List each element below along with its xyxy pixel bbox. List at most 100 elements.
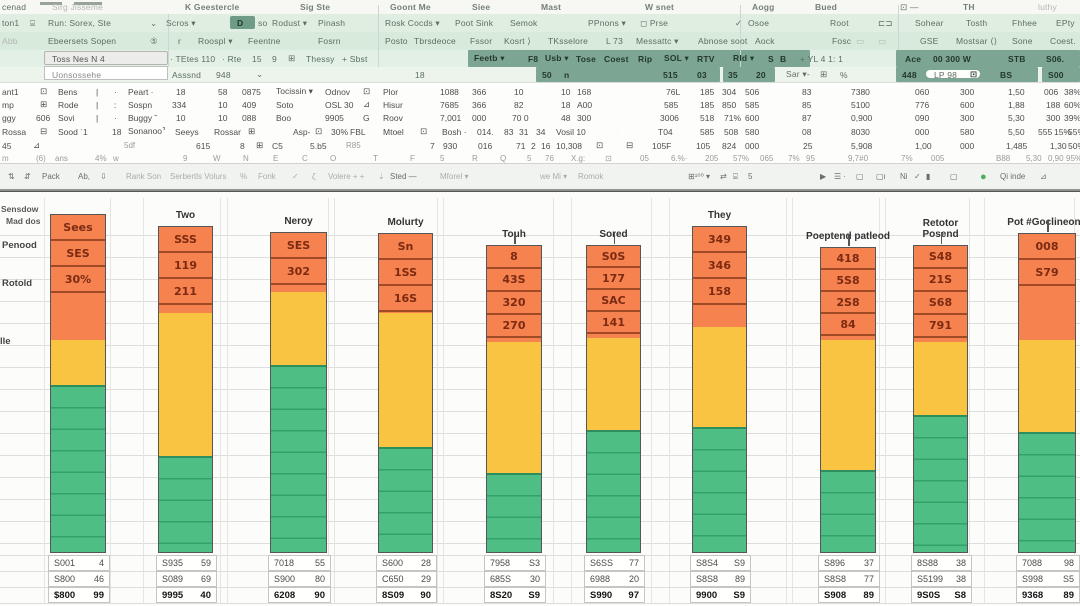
ribbon-item[interactable]: ⊏⊐ [878,17,893,28]
sheet-cell[interactable]: ⊟ [626,140,634,150]
ribbon-item[interactable]: Bued [815,2,838,12]
sheet-cell[interactable]: 6.%· [671,154,688,163]
toolbar-item[interactable]: Qi inde [1000,172,1026,181]
ribbon-item[interactable]: Sirg Jisseme [52,2,104,12]
sheet-cell[interactable]: 5,908 [851,140,873,151]
sheet-cell[interactable]: 57% [733,154,750,163]
bar-footer-cell[interactable]: S908 89 [818,587,880,603]
sheet-cell[interactable]: 1088 [440,86,459,97]
ribbon-item[interactable]: Semok [510,18,538,28]
stacked-bar-9[interactable]: S48 21S S68 791 [913,245,968,553]
sheet-cell[interactable]: 334 [172,99,187,110]
sheet-cell[interactable]: 000 [745,140,760,151]
bar-footer-cell[interactable]: 7958 S3 [484,555,546,571]
sheet-cell[interactable]: 580 [960,126,975,137]
sheet-cell[interactable]: A00 [577,99,593,110]
ribbon-item[interactable]: D [237,18,244,28]
sheet-cell[interactable]: 000 [915,126,930,137]
ribbon-item[interactable]: Toss Nes N 4 [52,53,105,64]
sheet-cell[interactable]: 15% [1054,126,1072,137]
ribbon-item[interactable]: 50 [542,69,552,80]
bar-footer-cell[interactable]: S998 S5 [1016,571,1080,587]
sheet-cell[interactable]: Rossa [2,126,27,137]
ribbon-item[interactable]: Ebeersets Sopen [48,36,117,46]
sheet-cell[interactable]: 16 [541,140,551,151]
ribbon-item[interactable]: 948 [216,69,231,80]
sheet-cell[interactable]: 3006 [660,112,679,123]
sheet-cell[interactable]: ans [55,154,68,163]
toolbar-item[interactable]: 5 [748,172,753,181]
sheet-cell[interactable]: ⊡ [605,154,612,163]
sheet-cell[interactable]: 600 [745,112,760,123]
sheet-cell[interactable]: W [213,154,221,163]
toolbar-item[interactable]: Serbertls Volurs [170,172,227,181]
sheet-cell[interactable]: · [114,112,117,123]
bar-footer-cell[interactable]: S5199 38 [911,571,972,587]
sheet-cell[interactable]: 508 [724,126,739,137]
sheet-cell[interactable]: 006 [1044,86,1059,97]
ribbon-item[interactable]: Feetb ▾ [474,53,505,63]
ribbon-item[interactable]: Mast [541,2,562,12]
sheet-cell[interactable]: Buggy ˘ [128,112,158,123]
sheet-cell[interactable]: ⊟ [40,126,48,136]
name-box[interactable] [44,51,168,65]
toolbar-item[interactable]: Pack [42,172,60,181]
sheet-cell[interactable]: ⊞ [256,140,264,150]
sheet-cell[interactable]: 300 [1046,112,1061,123]
toolbar-item[interactable]: ζ [312,172,316,181]
sheet-cell[interactable]: 5,50 [1008,126,1025,137]
sheet-cell[interactable]: 76L [666,86,681,97]
ribbon-item[interactable]: Rodust ▾ [272,17,308,28]
sheet-cell[interactable]: 8 [240,140,245,151]
bar-footer-cell[interactable]: S6SS 77 [584,555,645,571]
sheet-cell[interactable]: 5 [440,154,445,163]
toolbar-item[interactable]: ⇣ [378,172,385,181]
ribbon-item[interactable]: 18 [415,69,425,80]
sheet-cell[interactable]: 5,30 [1008,112,1025,123]
sheet-cell[interactable]: | [96,112,99,123]
ribbon-item[interactable]: Aogg [752,2,775,12]
bar-footer-cell[interactable]: 9995 40 [156,587,217,603]
sheet-cell[interactable]: 585 [700,126,715,137]
sheet-cell[interactable]: 776 [915,99,930,110]
sheet-cell[interactable]: T04 [658,126,673,137]
ribbon-item[interactable]: 515 [663,69,678,80]
ribbon-item[interactable]: ⑤ [150,35,158,46]
sheet-cell[interactable]: 005 [931,154,945,163]
bar-footer-cell[interactable]: 8S20 S9 [484,587,546,603]
toolbar-item[interactable]: Fonk [258,172,276,181]
sheet-cell[interactable]: 83 [504,126,514,137]
sheet-cell[interactable]: ant1 [2,86,19,97]
sheet-cell[interactable]: Sood ˙1 [58,126,88,137]
toolbar-item[interactable]: Volere + + [328,172,365,181]
sheet-cell[interactable]: 10,308 [556,140,582,151]
sheet-cell[interactable]: | [96,99,99,110]
ribbon-item[interactable]: Coest [604,53,629,64]
toolbar-item[interactable]: Sted — [390,172,417,181]
sheet-cell[interactable]: Sospn [128,99,153,110]
bar-footer-cell[interactable]: S089 69 [156,571,217,587]
ribbon-item[interactable]: r [178,36,182,46]
sheet-cell[interactable]: 8030 [851,126,870,137]
sheet-cell[interactable]: 850 [722,99,737,110]
ribbon-item[interactable]: Fhhee [1012,18,1038,28]
sheet-cell[interactable]: 585 [664,99,679,110]
sheet-cell[interactable]: Peart · [128,86,154,97]
sheet-cell[interactable]: ⊡ [420,126,428,136]
sheet-cell[interactable]: 30% [331,126,349,137]
ribbon-item[interactable]: Sar ▾- [786,69,810,79]
ribbon-item[interactable]: Rip [638,53,653,64]
selected-button[interactable] [230,16,255,29]
sheet-cell[interactable]: 615 [196,140,211,151]
sheet-cell[interactable]: 10 [176,112,186,123]
ribbon-item[interactable]: 03 [697,69,707,80]
sheet-cell[interactable]: 10 [561,86,571,97]
sheet-cell[interactable]: Sonanoo⸣ [128,126,166,136]
ribbon-item[interactable]: Fosc [832,36,852,46]
sheet-cell[interactable]: ⊿ [33,140,41,150]
toolbar-item[interactable]: Rank Son [126,172,162,181]
ribbon-item[interactable]: n [564,69,570,80]
bar-footer-cell[interactable]: 9S0S S8 [911,587,972,603]
ribbon-item[interactable]: ▭ [856,35,865,46]
sheet-cell[interactable]: 5,30 [1026,154,1042,163]
